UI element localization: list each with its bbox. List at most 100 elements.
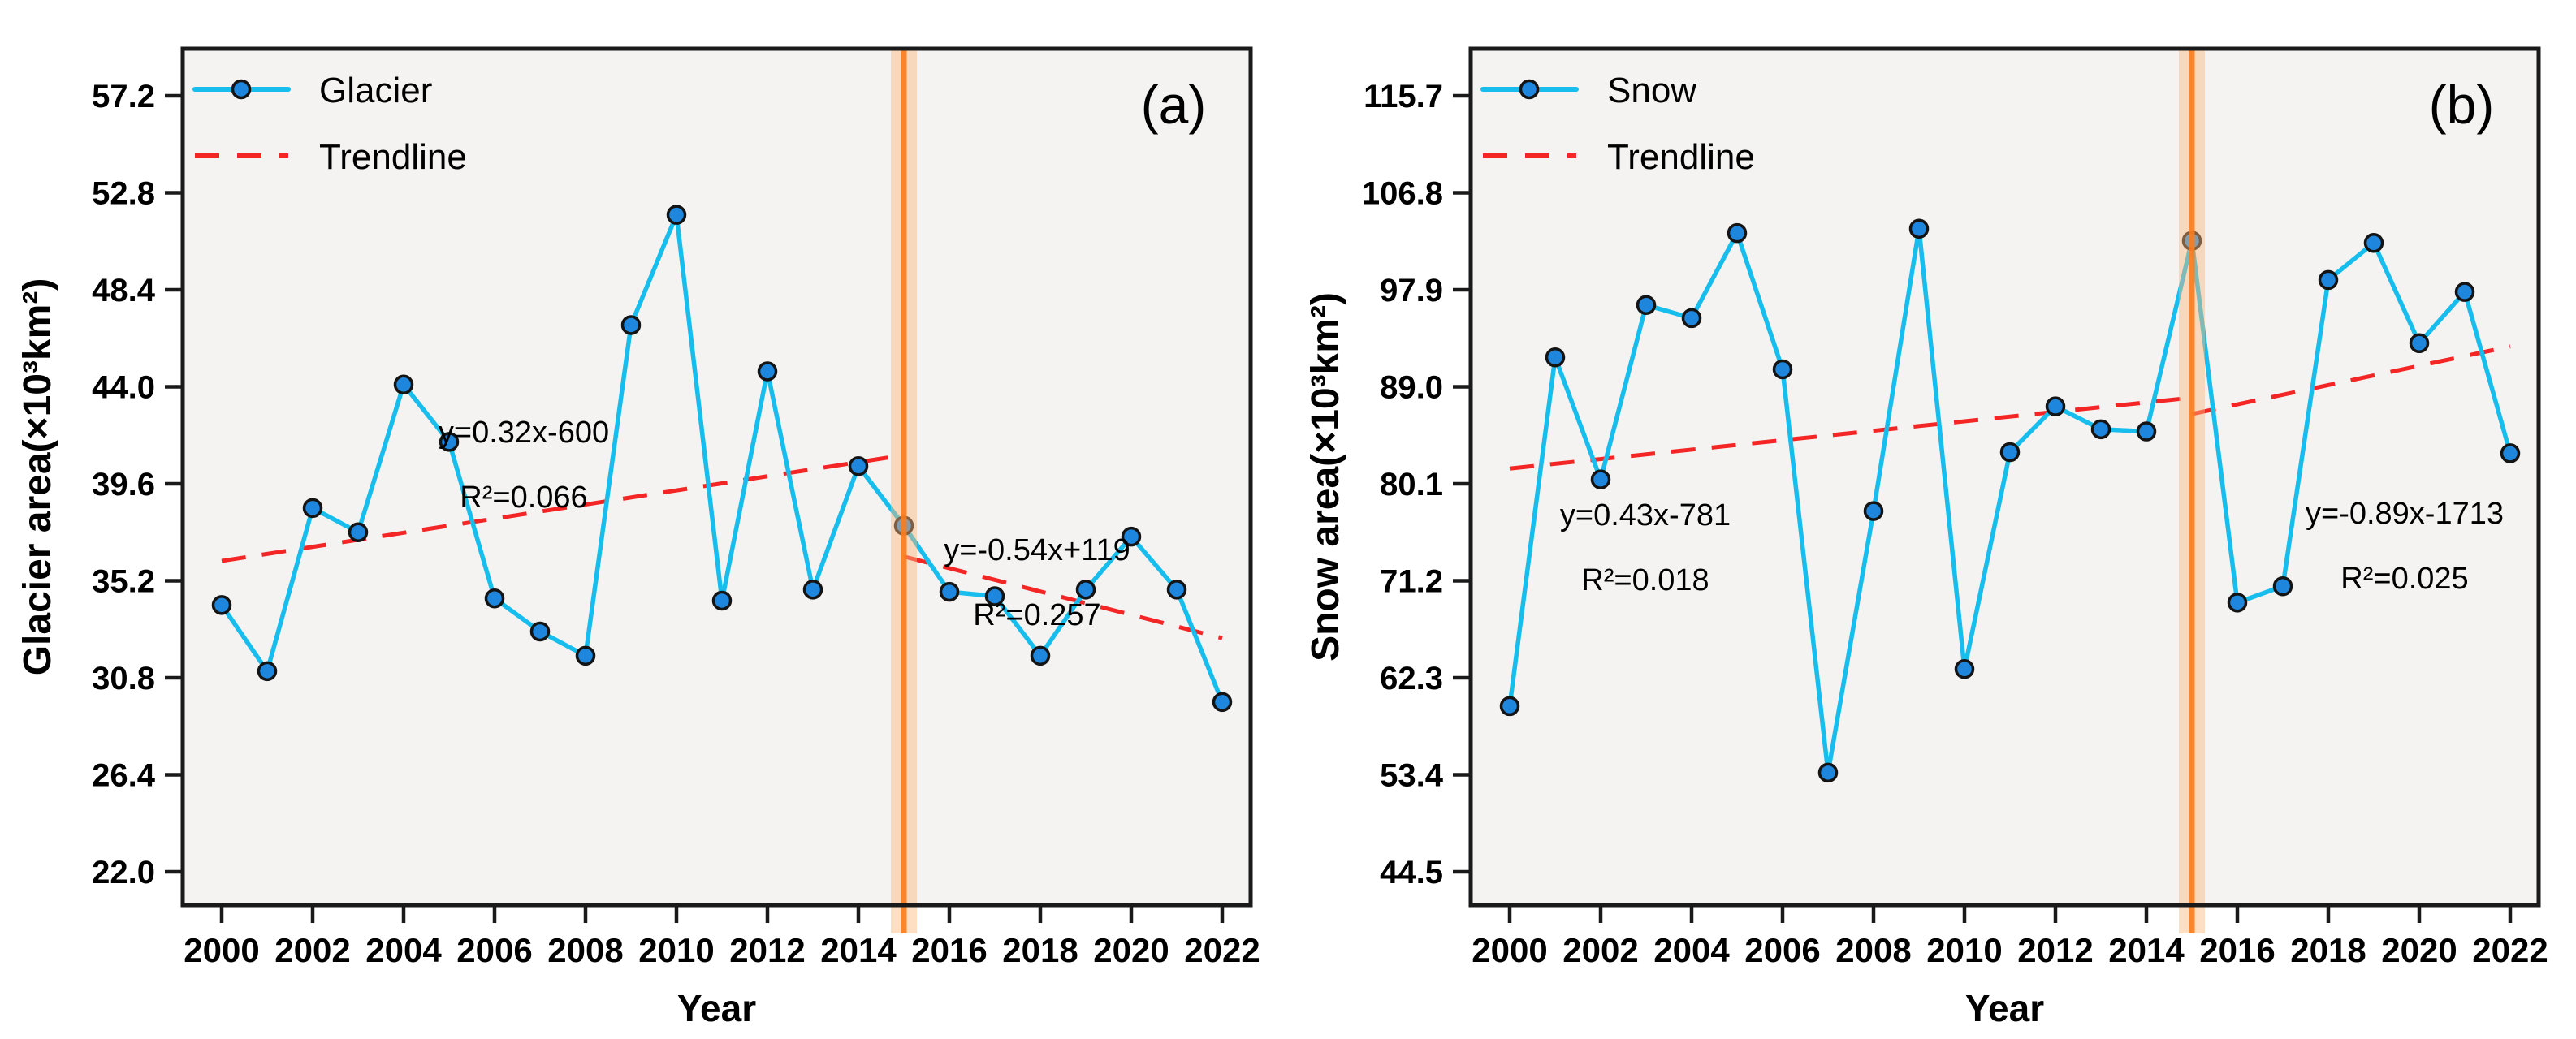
y-tick-label: 26.4 <box>92 758 156 794</box>
legend-swatch-marker-icon <box>1519 79 1540 100</box>
chart-a-panel: 2000 2002 2004 2006 2008 2010 2012 2014 2016 2018… <box>16 46 1260 1029</box>
data-point <box>1590 469 1611 489</box>
data-point <box>1121 526 1142 547</box>
data-point <box>211 595 232 615</box>
x-tick-label: 2022 <box>1184 931 1260 969</box>
equation-label: y=-0.54x+119 <box>944 533 1130 567</box>
x-tick-label: 2004 <box>1653 931 1730 969</box>
data-point <box>1499 696 1520 717</box>
data-point <box>666 205 687 225</box>
y-tick-label: 39.6 <box>92 467 155 502</box>
data-point <box>302 498 323 519</box>
data-point <box>1999 442 2021 463</box>
data-point <box>1908 218 1930 239</box>
data-point <box>1166 580 1187 600</box>
data-point <box>1212 692 1233 713</box>
data-point <box>1772 359 1793 380</box>
legend-item-label: Glacier <box>319 71 432 110</box>
data-point <box>984 586 1005 606</box>
data-point <box>620 315 642 335</box>
data-point <box>939 581 960 602</box>
r-squared-label: R²=0.066 <box>460 481 587 515</box>
data-point <box>2090 419 2111 440</box>
x-tick-label: 2008 <box>547 931 623 969</box>
y-tick-label: 89.0 <box>1380 370 1443 406</box>
x-tick-label: 2008 <box>1835 931 1911 969</box>
y-tick-label: 97.9 <box>1380 273 1443 308</box>
y-tick-label: 48.4 <box>92 273 156 308</box>
data-point <box>1030 645 1051 666</box>
r-squared-label: R²=0.257 <box>973 598 1100 632</box>
r-squared-label: R²=0.025 <box>2340 562 2468 596</box>
x-tick-label: 2006 <box>1744 931 1820 969</box>
x-tick-label: 2000 <box>1472 931 1547 969</box>
data-point <box>257 661 278 682</box>
data-point <box>1954 659 1975 679</box>
data-point <box>2409 333 2430 354</box>
y-axis-title: Snow area(×10³km²) <box>1304 292 1347 662</box>
x-tick-label: 2014 <box>2108 931 2185 969</box>
data-point <box>848 456 869 476</box>
x-axis-title: Year <box>1965 987 2044 1029</box>
x-tick-label: 2014 <box>820 931 897 969</box>
y-tick-label: 44.5 <box>1380 855 1443 890</box>
data-point <box>348 522 369 542</box>
y-tick-label: 53.4 <box>1380 758 1444 794</box>
highlight-band-core <box>2189 49 2195 933</box>
data-point <box>575 645 596 666</box>
x-tick-label: 2006 <box>456 931 532 969</box>
data-point <box>484 588 505 609</box>
data-point <box>529 621 551 642</box>
y-tick-label: 35.2 <box>92 564 155 600</box>
y-tick-label: 80.1 <box>1380 467 1443 502</box>
data-point <box>802 580 823 600</box>
legend-swatch-marker-icon <box>231 79 252 100</box>
trendline-segment-1 <box>1509 395 2193 471</box>
data-point <box>1863 501 1884 521</box>
data-point <box>2227 593 2248 613</box>
data-point <box>2136 421 2157 442</box>
x-tick-label: 2022 <box>2472 931 2548 969</box>
trendline-segment-2 <box>903 554 1223 640</box>
chart-b-panel: 2000 2002 2004 2006 2008 2010 2012 2014 2016 2018… <box>1288 0 2576 1039</box>
y-tick-label: 62.3 <box>1380 661 1443 696</box>
x-tick-label: 2004 <box>365 931 442 969</box>
panel-label: (b) <box>2429 75 2495 135</box>
plot-border <box>180 46 1253 908</box>
trendline-segment-2 <box>2191 344 2511 416</box>
data-point <box>2363 233 2384 253</box>
equation-label: y=0.43x-781 <box>1560 498 1731 532</box>
plot-border <box>1468 46 2541 908</box>
legend-item-label: Snow <box>1607 71 1696 110</box>
data-point <box>2500 443 2521 463</box>
x-tick-label: 2012 <box>729 931 805 969</box>
data-point <box>757 361 778 382</box>
x-tick-label: 2002 <box>1562 931 1638 969</box>
data-point <box>1636 295 1657 316</box>
y-tick-label: 57.2 <box>92 79 155 114</box>
data-point <box>711 590 733 611</box>
y-tick-label: 106.8 <box>1362 176 1443 212</box>
x-axis-title: Year <box>677 987 756 1029</box>
plot-area <box>183 49 1251 905</box>
data-point <box>1075 580 1096 600</box>
x-tick-label: 2010 <box>1926 931 2002 969</box>
x-tick-label: 2018 <box>2290 931 2366 969</box>
data-point <box>2454 282 2475 302</box>
highlight-band-core <box>901 49 907 933</box>
data-point <box>439 432 460 452</box>
x-tick-label: 2012 <box>2017 931 2093 969</box>
x-tick-label: 2010 <box>638 931 714 969</box>
y-tick-label: 22.0 <box>92 855 155 890</box>
y-tick-label: 44.0 <box>92 370 155 406</box>
data-point <box>1727 222 1748 244</box>
x-tick-label: 2016 <box>911 931 987 969</box>
y-tick-label: 52.8 <box>92 176 155 212</box>
x-tick-label: 2018 <box>1002 931 1078 969</box>
r-squared-label: R²=0.018 <box>1581 563 1709 597</box>
y-tick-label: 30.8 <box>92 661 155 696</box>
data-point <box>1681 308 1702 329</box>
legend-item-label: Trendline <box>1607 137 1755 177</box>
chart-a-svg: 2000 2002 2004 2006 2008 2010 2012 2014 2016 2018… <box>16 46 1260 1029</box>
